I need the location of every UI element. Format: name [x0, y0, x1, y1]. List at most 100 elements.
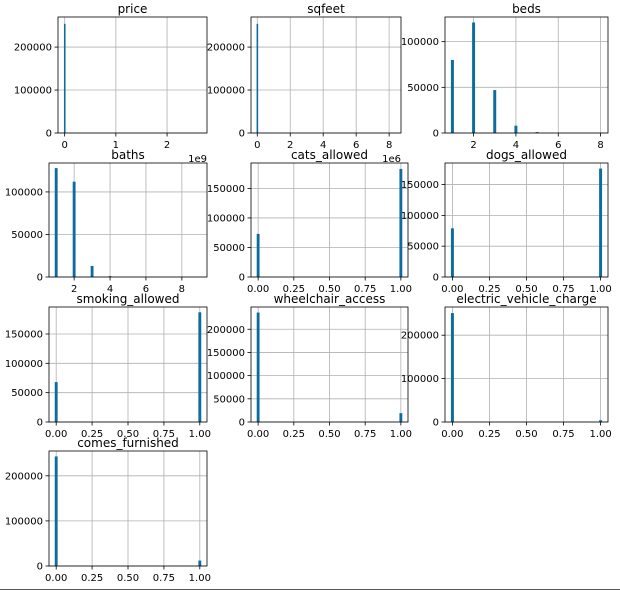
cats-allowed-ytick-label-0: 0 — [239, 273, 245, 284]
cats-allowed-xtick-label-4: 1.00 — [390, 284, 412, 295]
dogs-allowed-subplot: 0.00 0.25 0.50 0.75 1.00 0 50000 100000 150000 do… — [401, 148, 612, 295]
smoking-allowed-ytick-label-3: 150000 — [5, 329, 43, 340]
price-offset-label: 1e9 — [188, 154, 207, 165]
beds-axes-frame — [444, 16, 609, 134]
price-bar-0 — [63, 23, 66, 133]
comes-furnished-title: comes_furnished — [77, 436, 179, 450]
cats-allowed-xtick-label-0: 0.00 — [247, 284, 269, 295]
wheelchair-access-ytick-label-4: 200000 — [207, 325, 245, 336]
sqfeet-xtick-label-4: 8 — [386, 140, 392, 151]
smoking-allowed-xtick-label-0: 0.00 — [45, 429, 67, 440]
price-title: price — [118, 2, 148, 16]
smoking-allowed-ytick-label-2: 100000 — [5, 359, 43, 370]
wheelchair-access-ytick-label-3: 150000 — [207, 348, 245, 359]
sqfeet-bar-0 — [256, 23, 259, 133]
wheelchair-access-xtick-label-4: 1.00 — [390, 429, 412, 440]
sqfeet-ytick-label-1: 100000 — [207, 86, 245, 97]
electric-vehicle-charge-xtick-label-3: 0.75 — [552, 429, 574, 440]
cats-allowed-bar-0 — [256, 233, 260, 277]
beds-bar-1 — [472, 22, 476, 133]
dogs-allowed-ytick-label-3: 150000 — [401, 180, 439, 191]
sqfeet-axes-frame — [250, 16, 402, 134]
dogs-allowed-ytick-label-2: 100000 — [401, 211, 439, 222]
dogs-allowed-ytick-label-1: 50000 — [407, 242, 439, 253]
beds-ytick-label-1: 50000 — [407, 83, 439, 94]
electric-vehicle-charge-xtick-label-4: 1.00 — [589, 429, 611, 440]
cats-allowed-subplot: 0.00 0.25 0.50 0.75 1.00 0 50000 100000 150000 ca… — [207, 148, 412, 295]
electric-vehicle-charge-ytick-label-1: 100000 — [401, 374, 439, 385]
electric-vehicle-charge-ytick-label-0: 0 — [433, 418, 439, 429]
dogs-allowed-xtick-label-3: 0.75 — [552, 284, 574, 295]
smoking-allowed-xtick-label-1: 0.25 — [81, 429, 103, 440]
comes-furnished-subplot: 0.00 0.25 0.50 0.75 1.00 0 100000 200000 comes_f… — [5, 436, 211, 584]
wheelchair-access-ytick-label-0: 0 — [239, 418, 245, 429]
comes-furnished-bar-0 — [54, 456, 58, 566]
smoking-allowed-ytick-label-1: 50000 — [11, 388, 43, 399]
electric-vehicle-charge-ytick-label-2: 200000 — [401, 331, 439, 342]
wheelchair-access-bar-1 — [399, 413, 403, 422]
beds-bar-4 — [535, 132, 539, 133]
dogs-allowed-bar-0 — [450, 228, 454, 277]
baths-bar-2 — [90, 265, 94, 277]
dogs-allowed-xtick-label-0: 0.00 — [441, 284, 463, 295]
wheelchair-access-title: wheelchair_access — [274, 292, 386, 306]
baths-ytick-label-2: 100000 — [5, 187, 43, 198]
dogs-allowed-ytick-label-0: 0 — [433, 273, 439, 284]
wheelchair-access-subplot: 0.00 0.25 0.50 0.75 1.00 0 50000 100000 150000 20… — [207, 292, 412, 440]
comes-furnished-xtick-label-2: 0.50 — [117, 573, 139, 584]
beds-title: beds — [512, 2, 541, 16]
wheelchair-access-ytick-label-1: 50000 — [213, 394, 245, 405]
dogs-allowed-title: dogs_allowed — [486, 148, 567, 162]
comes-furnished-xtick-label-3: 0.75 — [153, 573, 175, 584]
beds-bar-2 — [493, 90, 497, 133]
comes-furnished-ytick-label-2: 200000 — [5, 471, 43, 482]
cats-allowed-ytick-label-2: 100000 — [207, 213, 245, 224]
cats-allowed-ytick-label-1: 50000 — [213, 243, 245, 254]
cats-allowed-xtick-label-2: 0.50 — [318, 284, 340, 295]
price-subplot: 0 1 2 0 100000 200000 price 1e9 — [14, 2, 208, 165]
comes-furnished-xtick-label-4: 1.00 — [189, 573, 211, 584]
cats-allowed-ytick-label-3: 150000 — [207, 184, 245, 195]
beds-bar-0 — [450, 59, 454, 133]
comes-furnished-bar-1 — [198, 560, 202, 566]
sqfeet-xtick-label-3: 6 — [353, 140, 359, 151]
wheelchair-access-xtick-label-2: 0.50 — [318, 429, 340, 440]
electric-vehicle-charge-xtick-label-1: 0.25 — [478, 429, 500, 440]
sqfeet-ytick-label-0: 0 — [239, 129, 245, 140]
cats-allowed-title: cats_allowed — [291, 148, 368, 162]
baths-bar-3 — [108, 276, 112, 277]
beds-xtick-label-2: 6 — [555, 140, 561, 151]
electric-vehicle-charge-bar-0 — [450, 313, 454, 422]
electric-vehicle-charge-bar-1 — [599, 420, 603, 422]
sqfeet-xtick-label-0: 0 — [254, 140, 260, 151]
bottom-divider — [0, 589, 620, 590]
beds-xtick-label-0: 2 — [470, 140, 476, 151]
baths-subplot: 2 4 6 8 0 50000 100000 baths — [5, 148, 208, 295]
dogs-allowed-xtick-label-1: 0.25 — [478, 284, 500, 295]
beds-xtick-label-3: 8 — [597, 140, 603, 151]
dogs-allowed-bar-1 — [599, 168, 603, 277]
electric-vehicle-charge-subplot: 0.00 0.25 0.50 0.75 1.00 0 100000 200000 electri… — [401, 292, 612, 440]
sqfeet-xtick-label-2: 4 — [320, 140, 326, 151]
wheelchair-access-xtick-label-0: 0.00 — [247, 429, 269, 440]
sqfeet-offset-label: 1e6 — [382, 154, 401, 165]
baths-title: baths — [111, 148, 145, 162]
sqfeet-ytick-label-2: 200000 — [207, 43, 245, 54]
price-ytick-label-2: 200000 — [14, 43, 52, 54]
sqfeet-title: sqfeet — [307, 2, 345, 16]
baths-ytick-label-0: 0 — [37, 273, 43, 284]
beds-bar-3 — [514, 125, 518, 133]
baths-xtick-label-1: 4 — [107, 284, 113, 295]
electric-vehicle-charge-title: electric_vehicle_charge — [456, 292, 596, 306]
sqfeet-xtick-label-1: 2 — [287, 140, 293, 151]
baths-xtick-label-0: 2 — [71, 284, 77, 295]
smoking-allowed-title: smoking_allowed — [77, 292, 180, 306]
sqfeet-subplot: 0 2 4 6 8 0 100000 200000 sqfeet 1e6 — [207, 2, 402, 165]
comes-furnished-ytick-label-0: 0 — [37, 562, 43, 573]
beds-ytick-label-2: 100000 — [401, 37, 439, 48]
dogs-allowed-xtick-label-2: 0.50 — [515, 284, 537, 295]
baths-ytick-label-1: 50000 — [11, 230, 43, 241]
cats-allowed-xtick-label-1: 0.25 — [283, 284, 305, 295]
wheelchair-access-xtick-label-3: 0.75 — [354, 429, 376, 440]
beds-ytick-label-0: 0 — [433, 129, 439, 140]
